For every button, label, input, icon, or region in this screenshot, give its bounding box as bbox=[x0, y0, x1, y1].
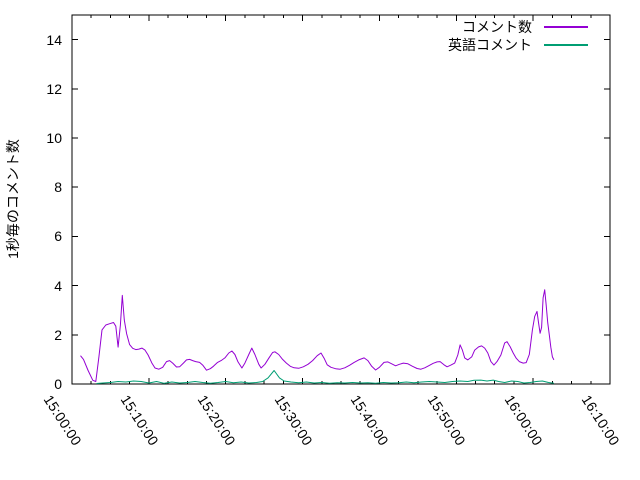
legend-line-sample-english-comments bbox=[544, 44, 588, 46]
y-tick-label: 2 bbox=[54, 326, 62, 343]
y-tick-label: 10 bbox=[46, 130, 62, 146]
legend-row-english-comments: 英語コメント bbox=[448, 36, 588, 54]
y-tick-label: 14 bbox=[46, 31, 62, 48]
legend-line-sample-comments bbox=[544, 26, 588, 28]
legend: コメント数 英語コメント bbox=[448, 18, 588, 54]
legend-label-english-comments: 英語コメント bbox=[448, 37, 532, 53]
legend-label-comments: コメント数 bbox=[462, 19, 532, 35]
y-tick-label: 6 bbox=[54, 228, 62, 245]
y-tick-label: 8 bbox=[54, 179, 62, 196]
y-tick-label: 12 bbox=[46, 80, 62, 97]
y-tick-label: 0 bbox=[54, 376, 62, 392]
legend-row-comments: コメント数 bbox=[448, 18, 588, 36]
y-tick-label: 4 bbox=[54, 277, 62, 294]
